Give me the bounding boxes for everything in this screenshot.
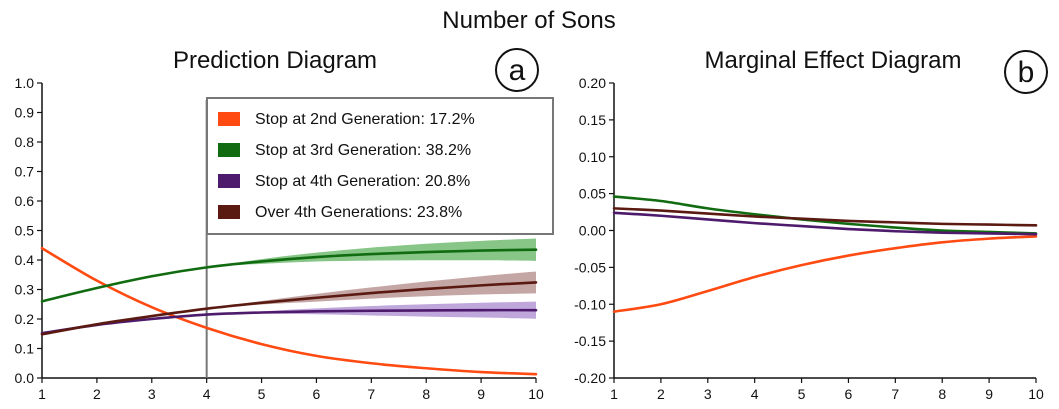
prediction-y-tick-label: 0.6	[15, 193, 35, 209]
prediction-y-tick-label: 0.1	[15, 341, 35, 357]
prediction-series-line-3	[40, 281, 538, 336]
marginal-series-line-1	[612, 195, 1038, 235]
marginal-y-tick-label: 0.20	[579, 75, 606, 91]
prediction-y-tick-label: 0.9	[15, 105, 35, 121]
prediction-y-tick-label: 0.7	[15, 164, 35, 180]
prediction-y-tick-label: 0.2	[15, 311, 35, 327]
prediction-x-tick-label: 2	[93, 386, 101, 402]
legend-swatch-1	[218, 143, 240, 157]
marginal-y-tick-label: -0.20	[574, 370, 606, 386]
marginal-y-tick-label: -0.05	[574, 259, 606, 275]
marginal-x-tick-label: 2	[657, 386, 665, 402]
marginal-x-tick-label: 9	[985, 386, 993, 402]
prediction-x-tick-label: 3	[148, 386, 156, 402]
prediction-y-tick-label: 1.0	[15, 75, 35, 91]
prediction-x-tick-label: 8	[422, 386, 430, 402]
prediction-badge-circle	[495, 48, 539, 92]
prediction-x-tick-label: 4	[203, 386, 211, 402]
marginal-x-tick-label: 4	[751, 386, 759, 402]
marginal-y-tick-label: -0.10	[574, 296, 606, 312]
prediction-x-tick-label: 1	[38, 386, 46, 402]
prediction-series-line-1	[40, 248, 538, 303]
prediction-series-line-0	[40, 246, 538, 376]
marginal-y-tick-label: 0.10	[579, 149, 606, 165]
marginal-badge-label: b	[1018, 56, 1035, 89]
prediction-y-tick-label: 0.3	[15, 282, 35, 298]
prediction-y-tick-label: 0.0	[15, 370, 35, 386]
prediction-y-tick-label: 0.5	[15, 223, 35, 239]
marginal-series-line-3	[612, 207, 1038, 227]
legend-swatch-2	[218, 174, 240, 188]
legend-entry-3: Over 4th Generations: 23.8%	[255, 204, 462, 221]
marginal-y-tick-label: -0.15	[574, 333, 606, 349]
marginal-x-tick-label: 10	[1028, 386, 1044, 402]
marginal-y-tick-label: 0.05	[579, 186, 606, 202]
marginal-title: Marginal Effect Diagram	[705, 47, 962, 74]
prediction-title: Prediction Diagram	[173, 47, 377, 74]
marginal-y-tick-label: 0.15	[579, 112, 606, 128]
marginal-x-tick-label: 6	[845, 386, 853, 402]
legend-entry-1: Stop at 3rd Generation: 38.2%	[255, 142, 471, 159]
marginal-series-line-2	[612, 211, 1038, 236]
marginal-series-line-0	[612, 235, 1038, 313]
marginal-y-tick-label: 0.00	[579, 223, 606, 239]
prediction-series-line-2	[40, 308, 538, 335]
marginal-x-tick-label: 8	[938, 386, 946, 402]
marginal-effect-diagram-panel: Marginal Effect Diagram b -0.20 -0.15 -0.10 -…	[574, 47, 1048, 402]
legend-swatch-3	[218, 205, 240, 219]
prediction-confidence-band-3	[42, 271, 536, 335]
legend-entry-0: Stop at 2nd Generation: 17.2%	[255, 111, 475, 128]
prediction-x-tick-label: 7	[367, 386, 375, 402]
marginal-badge-circle	[1004, 50, 1048, 94]
marginal-x-tick-label: 5	[798, 386, 806, 402]
legend-entry-2: Stop at 4th Generation: 20.8%	[255, 173, 470, 190]
figure-title: Number of Sons	[442, 7, 615, 34]
prediction-y-tick-label: 0.4	[15, 252, 35, 268]
legend-box	[206, 97, 554, 235]
prediction-y-tick-label: 0.8	[15, 134, 35, 150]
prediction-diagram-panel: Prediction Diagram a 0.0 0.1 0.2 0.3 0.4 0.5 0.6…	[15, 47, 554, 402]
prediction-x-tick-label: 10	[528, 386, 544, 402]
prediction-confidence-band-2	[42, 301, 536, 334]
marginal-x-tick-label: 1	[610, 386, 618, 402]
legend-swatch-0	[218, 112, 240, 126]
marginal-x-tick-label: 3	[704, 386, 712, 402]
prediction-x-tick-label: 6	[313, 386, 321, 402]
marginal-x-tick-label: 7	[891, 386, 899, 402]
prediction-x-tick-label: 9	[477, 386, 485, 402]
prediction-confidence-band-1	[42, 238, 536, 302]
prediction-x-tick-label: 5	[258, 386, 266, 402]
prediction-badge-label: a	[509, 54, 526, 87]
